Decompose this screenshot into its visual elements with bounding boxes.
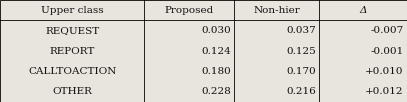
Text: 0.037: 0.037 (287, 26, 316, 35)
Text: 0.124: 0.124 (201, 47, 231, 55)
Text: 0.180: 0.180 (201, 67, 231, 76)
Text: 0.030: 0.030 (201, 26, 231, 35)
Text: Upper class: Upper class (41, 6, 103, 15)
Text: +0.012: +0.012 (365, 87, 404, 96)
Text: Proposed: Proposed (164, 6, 214, 15)
Text: 0.170: 0.170 (287, 67, 316, 76)
Text: REPORT: REPORT (50, 47, 95, 55)
Text: Δ: Δ (359, 6, 367, 15)
Text: REQUEST: REQUEST (45, 26, 99, 35)
Text: CALLTOACTION: CALLTOACTION (28, 67, 116, 76)
Text: -0.001: -0.001 (370, 47, 404, 55)
Text: 0.228: 0.228 (201, 87, 231, 96)
Text: +0.010: +0.010 (365, 67, 404, 76)
Text: 0.125: 0.125 (287, 47, 316, 55)
Text: 0.216: 0.216 (287, 87, 316, 96)
Text: Non-hier: Non-hier (254, 6, 300, 15)
Text: -0.007: -0.007 (370, 26, 404, 35)
Text: OTHER: OTHER (53, 87, 92, 96)
